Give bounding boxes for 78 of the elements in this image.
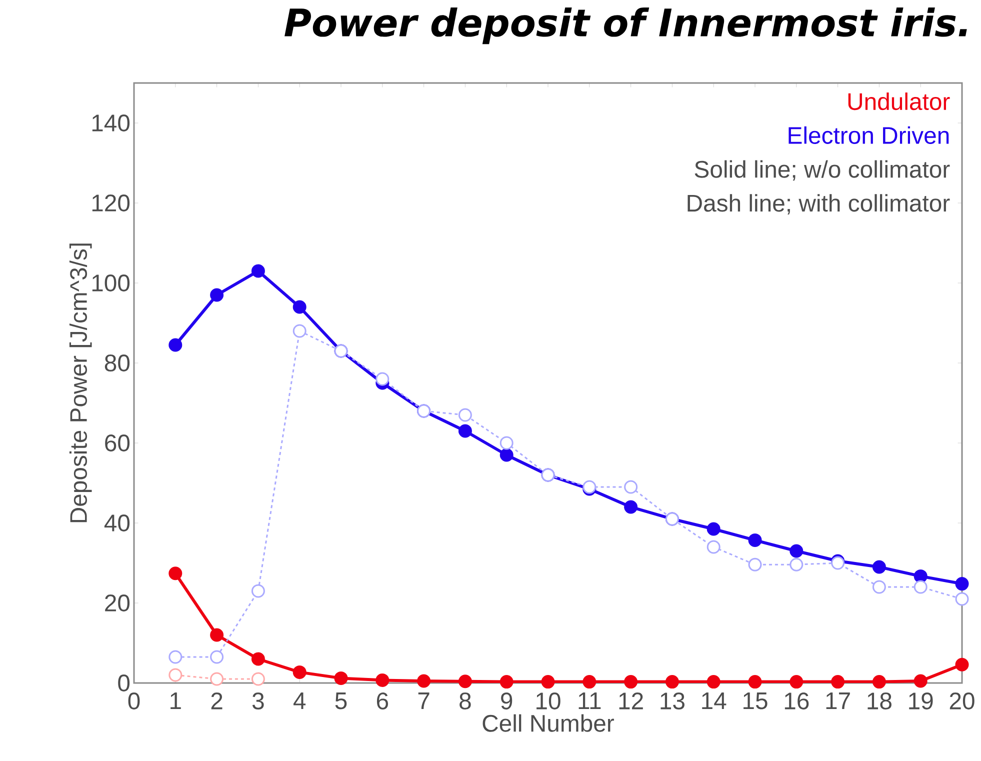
point: [955, 592, 969, 606]
x-tick-label: 8: [460, 692, 471, 710]
x-tick-label: 5: [335, 692, 347, 710]
x-tick-label: 9: [501, 692, 512, 710]
point: [582, 675, 596, 689]
y-tick-label: 20: [105, 594, 130, 612]
x-tick-label: 20: [950, 692, 974, 710]
point: [624, 675, 638, 689]
point: [376, 372, 390, 386]
point: [914, 569, 928, 583]
x-tick-label: 19: [909, 692, 933, 710]
point: [251, 672, 265, 686]
point: [292, 300, 306, 314]
annotation: Solid line; w/o collimator: [694, 160, 950, 181]
x-tick-label: 18: [868, 692, 892, 710]
chart-title: Power deposit of Innermost iris.: [284, 8, 967, 44]
point: [748, 558, 762, 572]
x-tick-label: 6: [376, 692, 388, 710]
y-tick-label: 80: [104, 354, 130, 372]
point: [665, 675, 679, 689]
y-tick-label: 140: [92, 114, 130, 132]
point: [831, 675, 845, 689]
point: [748, 675, 762, 689]
point: [706, 675, 720, 689]
point: [376, 673, 390, 687]
point: [955, 658, 969, 672]
point: [500, 448, 514, 462]
point: [458, 408, 472, 422]
point: [251, 264, 265, 278]
point: [914, 674, 928, 688]
y-tick-label: 40: [104, 514, 130, 532]
point: [292, 324, 306, 338]
x-tick-label: 15: [744, 692, 768, 710]
y-axis-title: Deposite Power [J/cm^3/s]: [69, 244, 92, 522]
point: [334, 671, 348, 685]
point: [872, 675, 886, 689]
annotation: Dash line; with collimator: [688, 194, 950, 215]
x-tick-label: 12: [619, 692, 643, 710]
point: [748, 533, 762, 547]
x-tick-label: 1: [170, 692, 181, 709]
x-tick-label: 17: [826, 692, 850, 709]
x-tick-label: 13: [660, 692, 684, 710]
x-tick-label: 4: [294, 692, 306, 709]
point: [210, 672, 224, 686]
point: [168, 566, 182, 580]
text: Undulator: [848, 92, 950, 110]
point: [168, 668, 182, 682]
text: Electron Driven: [788, 126, 949, 144]
x-tick-label: 7: [418, 692, 430, 709]
point: [500, 675, 514, 689]
point: [168, 338, 182, 352]
point: [914, 580, 928, 594]
point: [872, 560, 886, 574]
x-axis-title: Cell Number: [482, 714, 614, 732]
point: [292, 665, 306, 679]
point: [458, 674, 472, 688]
point: [790, 544, 804, 558]
point: [210, 288, 224, 302]
x-tick-label: 11: [578, 692, 601, 709]
x-tick-label: 10: [536, 692, 560, 710]
point: [706, 522, 720, 536]
point: [417, 674, 431, 688]
y-tick-label: 0: [118, 674, 130, 692]
point: [251, 652, 265, 666]
y-tick-label: 100: [92, 274, 130, 292]
point: [541, 675, 555, 689]
point: [624, 500, 638, 514]
point: [210, 628, 224, 642]
x-tick-label: 16: [784, 692, 809, 710]
point: [790, 558, 804, 572]
point: [458, 424, 472, 438]
y-tick-label: 60: [105, 434, 130, 452]
x-tick-label: 14: [702, 692, 726, 709]
point: [790, 675, 804, 689]
x-tick-label: 2: [211, 692, 222, 710]
point: [955, 577, 969, 591]
x-tick-label: 3: [252, 692, 264, 710]
y-tick-label: 120: [92, 194, 130, 212]
